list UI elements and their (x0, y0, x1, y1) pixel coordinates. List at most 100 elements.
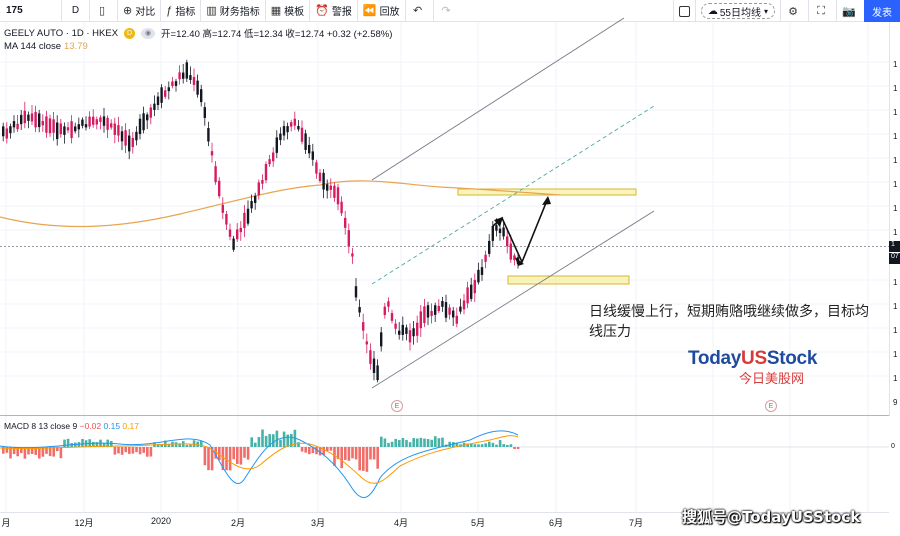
macd-histogram-bar (491, 442, 495, 447)
macd-histogram-bar (297, 442, 300, 447)
settings-button[interactable]: ⚙ (780, 0, 808, 22)
macd-histogram-bar (48, 447, 52, 457)
price-axis[interactable]: 1 1 1 1 1 1 1 1 1 1 1 1 1 9 (889, 22, 900, 416)
macd-histogram-bar (383, 438, 387, 447)
eye-icon[interactable]: ◉ (141, 27, 156, 39)
analysis-note: 日线缓慢上行，短期贿赂哦继续做多，目标均线压力 (589, 304, 869, 340)
snapshot-button[interactable]: 📷 (836, 0, 864, 22)
macd-histogram-bar (394, 438, 397, 447)
grid (0, 22, 889, 512)
month-label: 6月 (548, 518, 564, 528)
month-label: 5月 (470, 518, 486, 528)
indicators-button[interactable]: ƒ 指标 (161, 0, 202, 22)
macd-histogram-bar (369, 447, 372, 460)
time-axis[interactable]: 月 12月 2020 2月 3月 4月 5月 6月 7月 (0, 516, 890, 532)
macd-line-value: 0.15 (103, 421, 121, 431)
macd-histogram-bar (38, 447, 41, 459)
macd-histogram-bar (473, 444, 477, 447)
redo-button[interactable]: ↷ (434, 0, 462, 22)
undo-button[interactable]: ↶ (406, 0, 434, 22)
layout-button[interactable] (672, 0, 695, 22)
replay-button[interactable]: ⏪ 回放 (358, 0, 406, 22)
candle-body (272, 152, 275, 162)
macd-histogram-bar (221, 447, 225, 471)
square-icon (678, 5, 690, 17)
candle-body (470, 284, 473, 299)
macd-histogram-bar (304, 447, 307, 453)
candle-body (232, 238, 235, 250)
candle-body (45, 116, 48, 133)
candle-body (444, 302, 448, 318)
publish-button[interactable]: 发表 (864, 0, 900, 22)
alert-button[interactable]: ⏰ 警报 (310, 0, 358, 22)
macd-histogram-bar (506, 444, 509, 447)
macd-histogram-bar (81, 438, 84, 447)
macd-histogram-bar (167, 444, 171, 447)
ma-legend[interactable]: MA 144 close 13.79 (4, 41, 88, 52)
macd-histogram-bar (430, 439, 433, 447)
financials-button[interactable]: ▥ 财务指标 (201, 0, 266, 22)
countdown-label: 07 (889, 253, 900, 264)
trend-channel (371, 17, 655, 389)
macd-histogram-bar (27, 447, 30, 455)
month-label: 2月 (230, 518, 246, 528)
candle-body (189, 75, 192, 80)
fullscreen-button[interactable]: ⛶ (808, 0, 836, 22)
macd-histogram-bar (113, 447, 117, 455)
price-tick: 1 (893, 108, 898, 117)
price-tick: 1 (893, 180, 898, 189)
candle-body (308, 144, 311, 154)
candle-body (174, 81, 178, 86)
ma-144-line (0, 180, 561, 228)
macd-histogram-bar (340, 447, 343, 469)
candle-body (66, 127, 70, 131)
candle-body (81, 119, 84, 126)
candle-body (9, 126, 12, 134)
month-label: 4月 (393, 518, 409, 528)
macd-pane (0, 429, 889, 498)
candle-body (437, 305, 440, 312)
indicator-icon: ƒ (166, 4, 173, 17)
price-tick: 1 (893, 84, 898, 93)
candle-body (275, 137, 278, 153)
compare-button[interactable]: ⊕ 对比 (118, 0, 162, 22)
macd-histogram-bar (34, 447, 37, 455)
candle-body (412, 328, 415, 337)
candle-body (243, 212, 246, 229)
candle-body (380, 332, 383, 347)
candle-body (221, 204, 224, 213)
candle-body (34, 111, 37, 128)
symbol-search[interactable]: 175 (0, 0, 62, 22)
templates-button[interactable]: ▦ 模板 (266, 0, 311, 22)
candle-body (95, 119, 98, 125)
macd-histogram-bar (416, 438, 419, 447)
macd-legend[interactable]: MACD 8 13 close 9 −0.02 0.15 0.17 (4, 421, 139, 431)
earnings-event-marker[interactable]: E (765, 400, 777, 412)
macd-histogram-bar (322, 447, 325, 455)
brand-cn: 今日美股网 (739, 372, 805, 387)
candle-body (164, 90, 167, 97)
candle-style-button[interactable]: ▯ (90, 0, 118, 22)
macd-histogram-bar (185, 444, 189, 447)
candle-body (225, 213, 228, 225)
watchlist-selector[interactable]: ☁ 55日均线 ▾ (694, 0, 780, 22)
candle-body (185, 62, 188, 79)
earnings-event-marker[interactable]: E (391, 400, 403, 412)
interval-selector[interactable]: D (62, 0, 90, 22)
arrowhead-mid (494, 217, 503, 227)
macd-histogram-bar (174, 442, 178, 447)
candle-body (102, 116, 106, 126)
macd-histogram-bar (300, 447, 304, 452)
macd-histogram-bar (272, 434, 275, 447)
financials-label: 财务指标 (219, 7, 260, 18)
templates-label: 模板 (284, 7, 305, 18)
candle-body (268, 159, 271, 165)
macd-histogram-bar (149, 447, 153, 457)
candle-body (488, 240, 491, 254)
price-tick: 1 (893, 278, 898, 287)
candle-body (293, 118, 296, 126)
macd-histogram-bar (41, 447, 45, 457)
candle-body (455, 315, 458, 324)
candle-body (59, 123, 62, 135)
